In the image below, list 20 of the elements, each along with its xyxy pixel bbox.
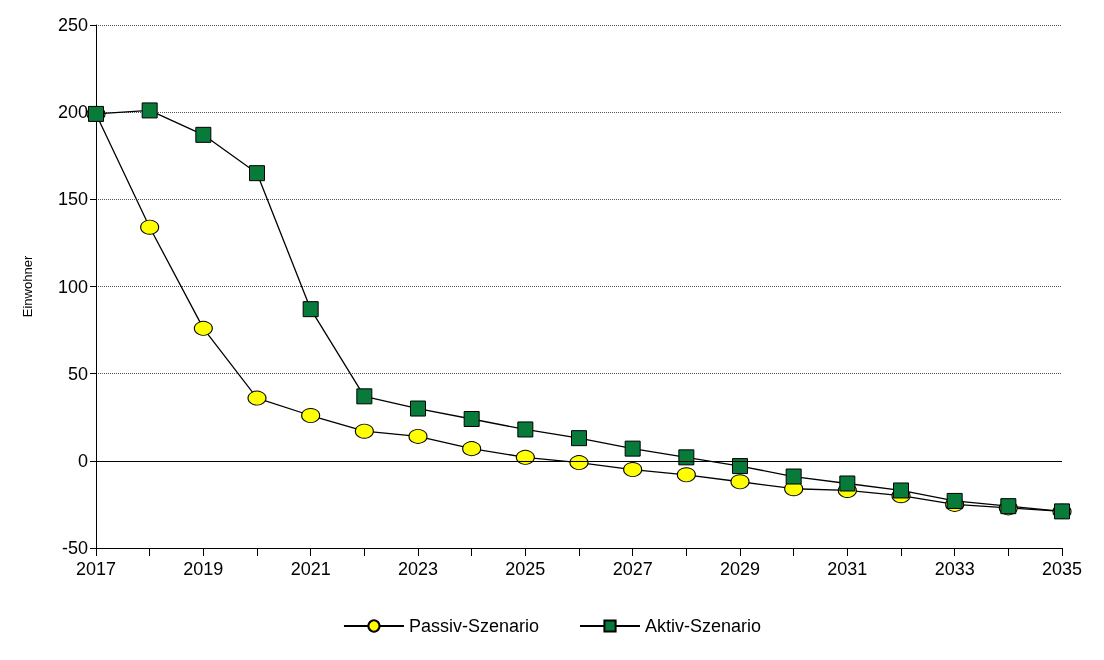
y-tick-label: 50: [67, 363, 88, 384]
y-axis-title: Einwohner: [20, 255, 35, 318]
x-tick-label: 2033: [934, 559, 975, 579]
x-tick-label: 2027: [612, 559, 653, 579]
y-tick-label: 0: [77, 450, 88, 471]
y-tick-label: -50: [61, 538, 88, 558]
y-tick-label: 100: [57, 276, 88, 297]
x-tick-label: 2025: [505, 559, 546, 579]
x-tick-label: 2023: [397, 559, 439, 579]
y-tick-label: 150: [57, 189, 88, 210]
x-tick-label: 2021: [290, 559, 331, 579]
y-tick-label: 200: [57, 102, 88, 123]
x-tick-label: 2017: [75, 559, 117, 579]
x-tick-label: 2019: [183, 559, 224, 579]
x-tick-label: 2035: [1041, 559, 1083, 579]
legend-label: Aktiv-Szenario: [645, 616, 762, 636]
x-tick-label: 2031: [827, 559, 868, 579]
y-tick-label: 250: [57, 15, 88, 35]
x-tick-label: 2029: [719, 559, 761, 579]
legend-label: Passiv-Szenario: [408, 616, 540, 636]
